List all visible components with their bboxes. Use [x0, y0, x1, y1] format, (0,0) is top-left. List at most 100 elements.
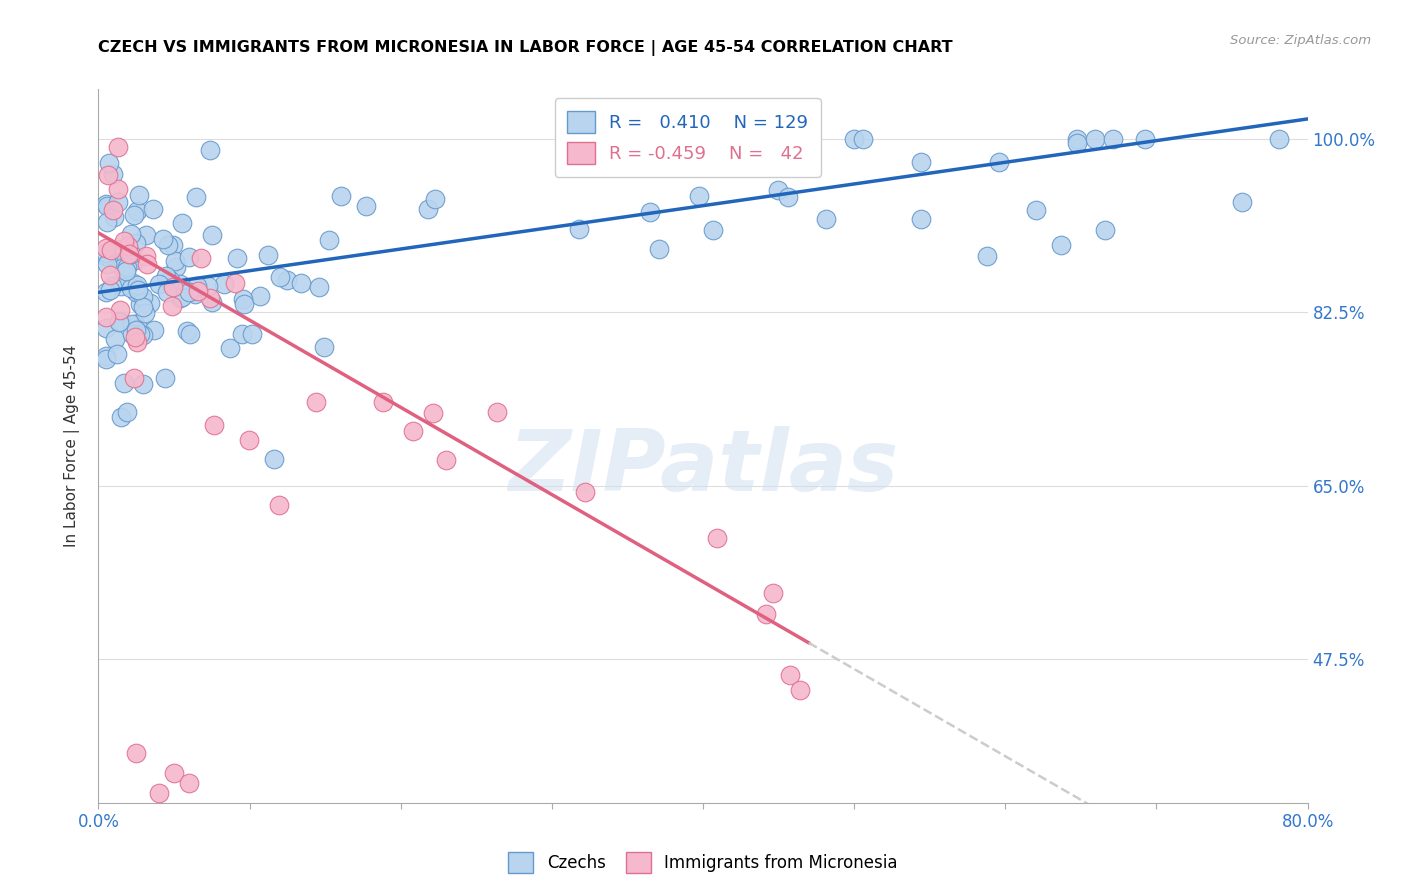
Text: CZECH VS IMMIGRANTS FROM MICRONESIA IN LABOR FORCE | AGE 45-54 CORRELATION CHART: CZECH VS IMMIGRANTS FROM MICRONESIA IN L…	[98, 40, 953, 56]
Point	[122, 276, 145, 290]
Point	[125, 278, 148, 293]
Point	[124, 208, 146, 222]
Point	[183, 287, 205, 301]
Point	[96, 257, 118, 271]
Point	[98, 268, 121, 283]
Point	[249, 289, 271, 303]
Point	[125, 285, 148, 299]
Point	[128, 188, 150, 202]
Point	[110, 279, 132, 293]
Point	[225, 251, 247, 265]
Point	[108, 303, 131, 318]
Point	[94, 352, 117, 367]
Point	[1102, 132, 1125, 146]
Y-axis label: In Labor Force | Age 45-54: In Labor Force | Age 45-54	[63, 345, 80, 547]
Point	[179, 327, 201, 342]
Point	[142, 323, 165, 337]
Point	[127, 283, 149, 297]
Point	[214, 277, 236, 292]
Point	[110, 409, 132, 424]
Point	[202, 417, 225, 432]
Point	[121, 326, 143, 341]
Point	[132, 376, 155, 391]
Point	[115, 264, 138, 278]
Point	[789, 682, 811, 697]
Point	[100, 243, 122, 257]
Point	[988, 155, 1011, 169]
Point	[1084, 132, 1107, 146]
Point	[114, 264, 136, 278]
Point	[139, 295, 162, 310]
Point	[165, 253, 187, 268]
Text: ZIPatlas: ZIPatlas	[508, 425, 898, 509]
Point	[329, 188, 352, 202]
Point	[640, 205, 662, 219]
Point	[910, 155, 932, 169]
Point	[125, 746, 148, 760]
Point	[105, 347, 128, 361]
Point	[354, 199, 377, 213]
Point	[219, 341, 242, 355]
Point	[910, 211, 932, 226]
Point	[485, 405, 508, 419]
Point	[172, 290, 194, 304]
Point	[224, 276, 246, 290]
Point	[232, 292, 254, 306]
Point	[110, 242, 132, 256]
Point	[94, 310, 117, 324]
Point	[422, 406, 444, 420]
Point	[115, 251, 138, 265]
Point	[107, 194, 129, 209]
Point	[103, 202, 125, 217]
Point	[124, 253, 146, 268]
Point	[120, 281, 142, 295]
Point	[231, 326, 253, 341]
Point	[124, 322, 146, 336]
Point	[101, 167, 124, 181]
Point	[434, 452, 457, 467]
Point	[688, 189, 710, 203]
Point	[232, 297, 254, 311]
Point	[702, 222, 724, 236]
Point	[242, 326, 264, 341]
Point	[128, 321, 150, 335]
Legend: R =   0.410    N = 129, R = -0.459    N =   42: R = 0.410 N = 129, R = -0.459 N = 42	[555, 98, 821, 177]
Point	[162, 238, 184, 252]
Point	[155, 268, 177, 283]
Point	[976, 249, 998, 263]
Point	[155, 370, 177, 384]
Point	[125, 334, 148, 349]
Point	[121, 317, 143, 331]
Point	[172, 216, 194, 230]
Point	[94, 241, 117, 255]
Point	[103, 211, 125, 225]
Point	[148, 786, 170, 800]
Point	[197, 279, 219, 293]
Point	[117, 239, 139, 253]
Point	[132, 328, 155, 343]
Legend: Czechs, Immigrants from Micronesia: Czechs, Immigrants from Micronesia	[502, 846, 904, 880]
Point	[1268, 132, 1291, 146]
Point	[169, 277, 191, 292]
Point	[762, 586, 785, 600]
Point	[124, 330, 146, 344]
Point	[129, 327, 152, 342]
Point	[156, 285, 179, 299]
Point	[135, 249, 157, 263]
Point	[115, 260, 138, 274]
Point	[162, 280, 184, 294]
Point	[842, 132, 865, 146]
Point	[755, 607, 778, 622]
Point	[416, 202, 439, 216]
Point	[269, 269, 291, 284]
Point	[163, 766, 186, 780]
Text: Source: ZipAtlas.com: Source: ZipAtlas.com	[1230, 34, 1371, 47]
Point	[200, 292, 222, 306]
Point	[305, 394, 328, 409]
Point	[94, 250, 117, 264]
Point	[179, 250, 201, 264]
Point	[766, 183, 789, 197]
Point	[152, 232, 174, 246]
Point	[122, 371, 145, 385]
Point	[267, 498, 290, 512]
